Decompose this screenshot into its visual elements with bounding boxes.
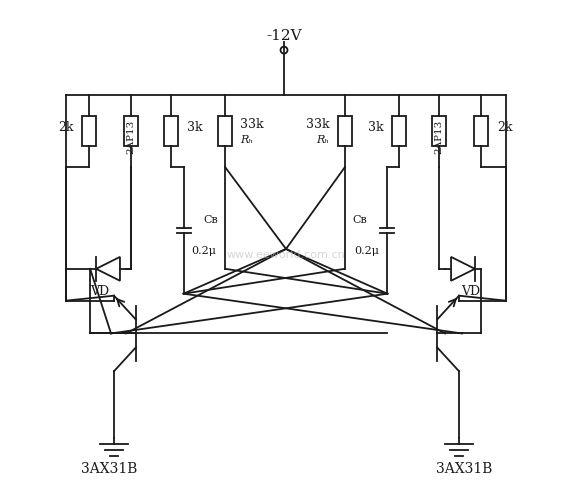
- Bar: [474, 117, 488, 147]
- Text: www.eeworld.com.cn: www.eeworld.com.cn: [227, 250, 346, 259]
- Bar: [432, 117, 446, 147]
- Text: 3k: 3k: [368, 120, 383, 133]
- Text: Cʙ: Cʙ: [203, 214, 218, 224]
- Text: -12V: -12V: [266, 29, 302, 43]
- Text: 33k: 33k: [240, 118, 264, 131]
- Text: 2AP13: 2AP13: [434, 120, 444, 154]
- Text: VD: VD: [461, 285, 481, 298]
- Bar: [82, 117, 96, 147]
- Bar: [337, 117, 352, 147]
- Text: 2k: 2k: [58, 120, 73, 133]
- Bar: [218, 117, 232, 147]
- Text: 0.2μ: 0.2μ: [191, 246, 217, 256]
- Bar: [124, 117, 138, 147]
- Bar: [164, 117, 178, 147]
- Text: 33k: 33k: [306, 118, 329, 131]
- Text: Cʙ: Cʙ: [353, 214, 367, 224]
- Text: 2k: 2k: [497, 120, 512, 133]
- Text: 0.2μ: 0.2μ: [355, 246, 379, 256]
- Text: 2AP13: 2AP13: [127, 120, 135, 154]
- Text: Rₕ: Rₕ: [316, 135, 329, 145]
- Text: VD: VD: [91, 285, 109, 298]
- Bar: [393, 117, 406, 147]
- Text: 3k: 3k: [187, 120, 202, 133]
- Text: 3AX31B: 3AX31B: [81, 461, 137, 475]
- Text: 3AX31B: 3AX31B: [436, 461, 492, 475]
- Text: Rₕ: Rₕ: [240, 135, 253, 145]
